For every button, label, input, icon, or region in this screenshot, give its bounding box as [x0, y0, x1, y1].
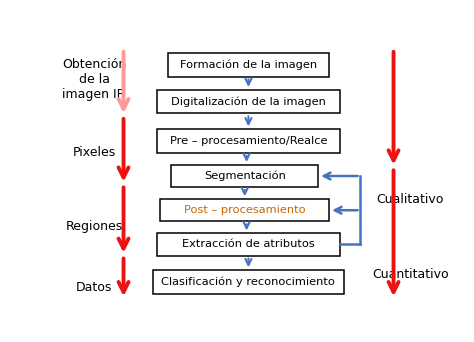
FancyBboxPatch shape: [153, 270, 344, 294]
Text: Obtención
de la
imagen IR: Obtención de la imagen IR: [62, 58, 126, 101]
Text: Pixeles: Pixeles: [73, 146, 116, 159]
Text: Digitalización de la imagen: Digitalización de la imagen: [171, 96, 326, 107]
Text: Regiones: Regiones: [65, 220, 123, 233]
FancyBboxPatch shape: [156, 90, 340, 114]
FancyBboxPatch shape: [160, 199, 329, 221]
Text: Pre – procesamiento/Realce: Pre – procesamiento/Realce: [170, 136, 327, 146]
Text: Cuantitativo: Cuantitativo: [372, 267, 448, 280]
Text: Clasificación y reconocimiento: Clasificación y reconocimiento: [162, 277, 336, 287]
FancyBboxPatch shape: [156, 129, 340, 153]
FancyBboxPatch shape: [168, 53, 329, 77]
Text: Formación de la imagen: Formación de la imagen: [180, 60, 317, 70]
Text: Post – procesamiento: Post – procesamiento: [184, 205, 306, 215]
Text: Segmentación: Segmentación: [204, 171, 286, 181]
Text: Datos: Datos: [76, 281, 112, 294]
FancyBboxPatch shape: [171, 165, 318, 187]
FancyBboxPatch shape: [156, 233, 340, 256]
Text: Cualitativo: Cualitativo: [376, 193, 444, 206]
Text: Extracción de atributos: Extracción de atributos: [182, 239, 315, 249]
